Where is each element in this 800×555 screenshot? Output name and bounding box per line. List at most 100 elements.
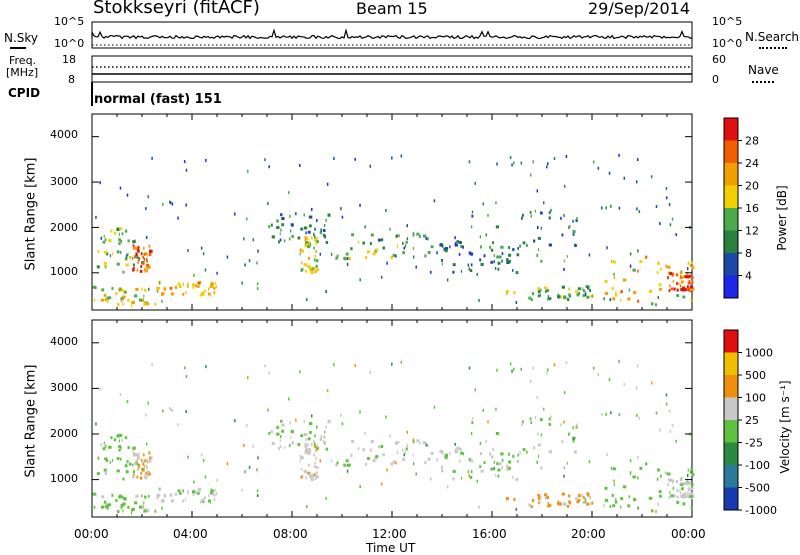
velocity-cell — [185, 498, 187, 502]
velocity-cell — [309, 430, 312, 434]
power-cell — [267, 201, 269, 205]
power-cell — [412, 255, 415, 259]
power-colorbar-segment — [724, 230, 738, 254]
velocity-cell — [312, 473, 316, 477]
power-cell — [92, 285, 96, 289]
velocity-cell — [669, 491, 671, 495]
power-cell — [324, 234, 327, 238]
velocity-cell — [479, 452, 483, 456]
velocity-cell — [127, 446, 130, 450]
power-cell — [589, 289, 592, 293]
velocity-cell — [522, 420, 524, 424]
velocity-cell — [162, 409, 164, 413]
nsky-tick-top: 10^5 — [54, 15, 85, 28]
power-cell — [454, 236, 456, 240]
power-cell — [568, 293, 571, 297]
power-cell — [148, 244, 151, 248]
power-cell — [426, 237, 429, 241]
velocity-ytick-1000: 1000 — [50, 472, 78, 485]
power-cell — [691, 266, 695, 270]
velocity-cell — [679, 478, 683, 482]
velocity-cell — [671, 480, 674, 484]
power-cell — [200, 246, 203, 250]
velocity-cell — [567, 432, 570, 436]
power-cell — [675, 273, 679, 277]
power-cell — [540, 288, 542, 292]
power-cell — [637, 269, 639, 273]
velocity-cell — [512, 454, 515, 458]
velocity-cell — [327, 420, 331, 424]
power-cell — [308, 266, 312, 270]
velocity-cell — [390, 462, 394, 466]
power-cell — [106, 252, 109, 256]
power-cell — [610, 204, 612, 208]
power-cell — [676, 281, 678, 285]
power-colorbar-tick: 12 — [745, 225, 759, 238]
power-cell — [147, 195, 150, 199]
velocity-cell — [479, 465, 482, 469]
power-cell — [205, 158, 207, 162]
velocity-cell — [508, 466, 511, 470]
power-cell — [185, 168, 188, 172]
power-cell — [460, 245, 464, 249]
velocity-cell — [120, 506, 123, 510]
velocity-cell — [313, 453, 315, 457]
velocity-cell — [614, 500, 618, 504]
velocity-cell — [468, 366, 471, 370]
velocity-cell — [563, 466, 565, 470]
power-cell — [271, 235, 275, 239]
velocity-cell — [154, 509, 157, 513]
velocity-cell — [537, 493, 540, 497]
power-cell — [154, 302, 157, 306]
velocity-cell — [308, 472, 312, 476]
power-cell — [305, 269, 307, 273]
velocity-cell — [680, 494, 684, 498]
velocity-cell — [668, 409, 671, 413]
velocity-cell — [667, 482, 669, 486]
velocity-cell — [474, 388, 477, 392]
velocity-cell — [433, 405, 436, 409]
power-cell — [348, 256, 351, 260]
velocity-cell — [618, 360, 620, 364]
velocity-cell — [314, 476, 317, 480]
velocity-cell — [256, 493, 259, 497]
velocity-cell — [183, 366, 186, 370]
velocity-cell — [684, 481, 688, 485]
velocity-cell — [572, 426, 574, 430]
velocity-cell — [526, 450, 528, 454]
velocity-cell — [382, 453, 385, 457]
velocity-cell — [495, 407, 497, 411]
velocity-cell — [303, 433, 308, 437]
velocity-cell — [297, 443, 301, 447]
power-cell — [182, 292, 185, 296]
velocity-cell — [252, 444, 255, 448]
power-cell — [247, 169, 249, 173]
velocity-cell — [174, 492, 178, 496]
power-cell — [319, 252, 322, 256]
power-cell — [305, 298, 308, 302]
velocity-cell — [658, 490, 662, 494]
power-cell — [104, 298, 108, 302]
velocity-cell — [185, 410, 187, 414]
power-cell — [187, 284, 189, 288]
velocity-cell — [187, 489, 189, 493]
power-colorbar-segment — [724, 140, 738, 164]
power-cell — [113, 231, 117, 235]
velocity-cell — [193, 480, 195, 484]
velocity-cell — [686, 482, 690, 486]
velocity-cell — [303, 469, 307, 473]
power-cell — [280, 228, 282, 232]
velocity-cell — [469, 475, 473, 479]
velocity-cell — [493, 460, 495, 464]
velocity-cell — [513, 367, 515, 371]
power-cell — [557, 295, 561, 299]
velocity-cell — [609, 504, 612, 508]
velocity-colorbar-segment — [724, 330, 738, 353]
power-cell — [537, 236, 541, 240]
power-cell — [158, 286, 161, 290]
power-colorbar-tick: 4 — [745, 270, 752, 283]
velocity-cell — [299, 370, 301, 374]
power-cell — [530, 173, 532, 177]
velocity-cell — [566, 461, 568, 465]
velocity-cell — [322, 440, 326, 444]
